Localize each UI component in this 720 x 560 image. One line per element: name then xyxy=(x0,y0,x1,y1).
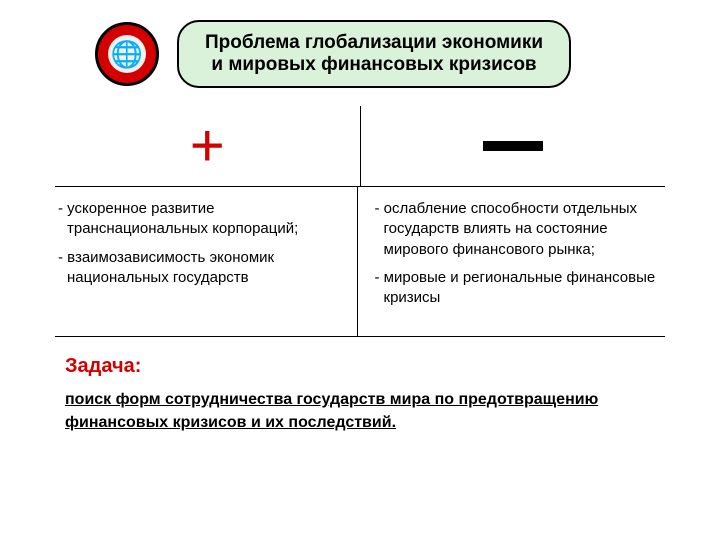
negative-item: - ослабление способности отдельных госуд… xyxy=(372,199,660,260)
plus-cell: + xyxy=(55,106,361,186)
divider-bottom xyxy=(55,336,665,337)
sign-row: + xyxy=(55,106,665,186)
content-row: - ускоренное развитие транснациональных … xyxy=(55,187,665,336)
plus-icon: + xyxy=(190,116,225,176)
negative-item: - мировые и региональные финансовые криз… xyxy=(372,268,660,309)
positives-cell: - ускоренное развитие транснациональных … xyxy=(55,187,358,336)
minus-cell xyxy=(361,106,666,186)
positive-item: - ускоренное развитие транснациональных … xyxy=(55,199,343,240)
task-text: поиск форм сотрудничества государств мир… xyxy=(65,388,665,434)
title-line-1: Проблема глобализации экономики xyxy=(205,32,543,54)
globe-glyph: 🌐 xyxy=(108,35,146,73)
pros-cons-table: + - ускоренное развитие транснациональны… xyxy=(55,106,665,337)
task-block: Задача: поиск форм сотрудничества госуда… xyxy=(65,355,665,434)
globe-icon: 🌐 xyxy=(95,22,159,86)
title-pill: Проблема глобализации экономики и мировы… xyxy=(177,20,571,88)
task-label: Задача: xyxy=(65,355,665,378)
negatives-cell: - ослабление способности отдельных госуд… xyxy=(358,187,666,336)
minus-icon xyxy=(483,141,543,151)
positive-item: - взаимозависимость экономик национальны… xyxy=(55,248,343,289)
title-line-2: и мировых финансовых кризисов xyxy=(205,54,543,76)
